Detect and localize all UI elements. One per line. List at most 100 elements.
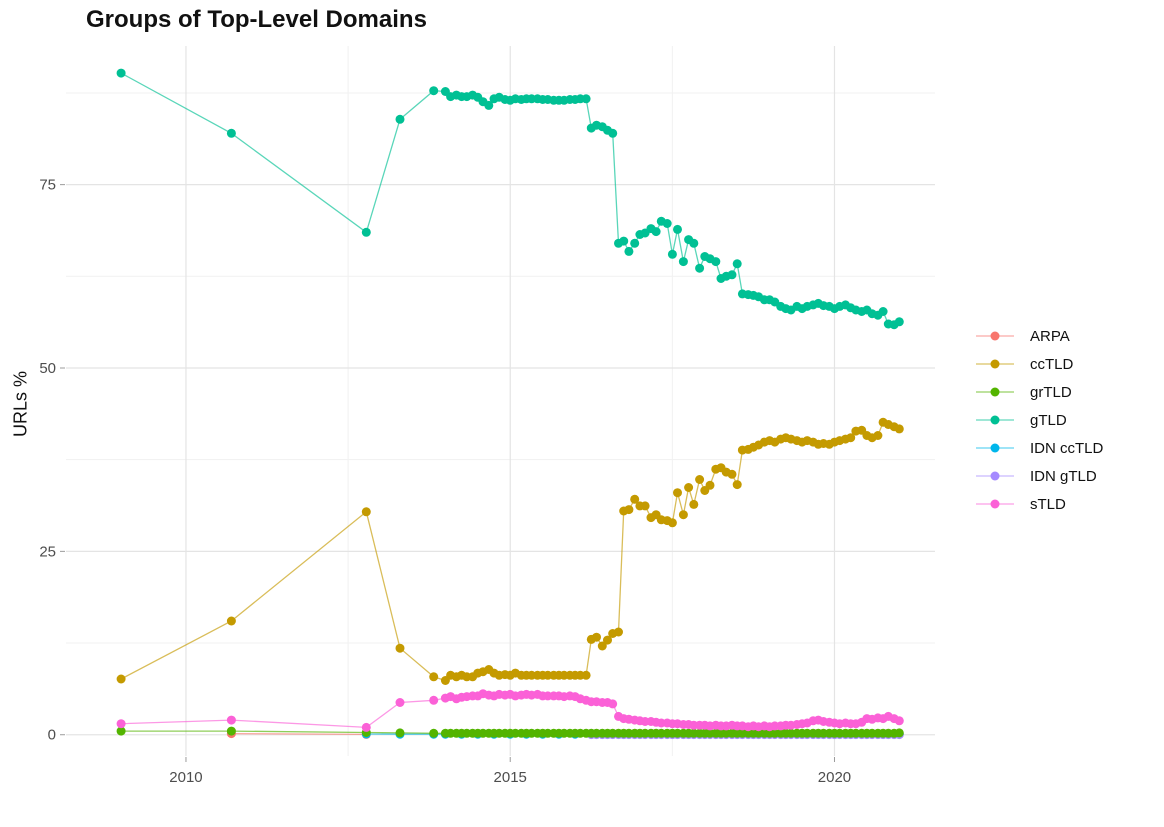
data-point [581,94,591,104]
gridlines-minor [66,46,935,756]
legend-item-idn-cctld: IDN ccTLD [976,440,1104,457]
legend-key-dot [990,359,1000,369]
y-tick-label: 75 [39,177,56,194]
data-point [673,488,682,498]
data-point [226,128,236,138]
x-tick-label: 2020 [818,769,851,786]
series-stld [116,689,904,732]
data-point [614,627,623,637]
legend-key-dot [990,415,1000,425]
data-point [684,483,694,492]
data-point [689,238,699,248]
series-points-cctld [116,417,904,685]
data-point [226,726,236,736]
data-point [395,114,405,124]
data-point [116,674,126,684]
legend-label: IDN ccTLD [1030,440,1104,457]
series-gtld [116,68,904,330]
legend-key-dot [990,387,1000,397]
data-point [667,249,677,259]
gridlines-major [66,46,935,756]
data-point [651,227,661,237]
legend-label: sTLD [1030,496,1066,513]
legend-label: gTLD [1030,412,1067,429]
data-point [429,86,439,96]
legend-label: IDN gTLD [1030,468,1097,485]
data-point [878,307,888,316]
data-point [662,219,672,228]
legend-key-dot [990,471,1000,481]
data-point [395,698,405,707]
data-point [592,632,601,642]
y-tick-label: 0 [48,727,56,744]
data-point [624,246,634,256]
data-point [429,672,439,682]
data-point [429,728,439,738]
data-point [226,715,236,725]
legend-item-idn-gtld: IDN gTLD [976,468,1097,485]
data-point [630,494,640,504]
legend-item-stld: sTLD [976,496,1066,513]
data-point [429,695,439,705]
data-point [894,716,904,726]
data-point [597,641,607,651]
data-point [673,224,682,234]
data-point [484,100,494,110]
data-point [732,480,742,490]
data-point [894,424,904,434]
series-arpa [226,729,371,739]
data-point [727,270,737,280]
data-point [667,518,677,528]
data-point [619,236,629,246]
legend-item-cctld: ccTLD [976,356,1074,373]
data-point [116,726,126,736]
y-tick-label: 25 [39,543,56,560]
data-point [705,480,715,490]
data-point [608,128,618,138]
data-point [678,510,688,520]
axis-labels: 2010 2015 2020 0 25 50 75 [39,177,851,786]
data-point [361,227,371,237]
data-point [711,257,721,267]
legend-key-dot [990,499,1000,509]
data-point [695,475,705,484]
chart-title: Groups of Top-Level Domains [86,6,427,33]
data-point [894,728,904,738]
data-point [361,507,371,517]
data-point [689,499,699,509]
data-point [732,259,742,269]
legend-key-dot [990,331,1000,341]
legend-label: grTLD [1030,384,1072,401]
data-point [894,317,904,327]
data-point [608,699,618,709]
legend-key-dot [990,443,1000,453]
data-point [226,616,236,626]
legend: ARPA ccTLD grTLD gTLD IDN ccTLD IDN gTLD sTLD [976,328,1104,513]
axis-ticks [60,184,835,762]
series-points-gtld [116,68,904,330]
data-point [116,719,126,729]
data-point [624,505,634,515]
data-point [395,728,405,738]
series-points-stld [116,689,904,732]
data-point [727,469,737,479]
x-tick-label: 2015 [494,769,527,786]
legend-item-gtld: gTLD [976,412,1067,429]
data-point [873,431,883,440]
data-point [846,433,856,443]
series-points-grtld [116,726,904,738]
data-point [640,501,650,511]
legend-item-grtld: grTLD [976,384,1072,401]
legend-item-arpa: ARPA [976,328,1070,345]
data-point [581,670,591,680]
legend-label: ccTLD [1030,356,1074,373]
data-point [361,722,371,732]
data-point [395,643,405,653]
data-point [630,238,640,248]
data-point [695,263,705,273]
x-tick-label: 2010 [169,769,202,786]
data-point [603,635,612,645]
series-line-arpa [231,732,367,736]
